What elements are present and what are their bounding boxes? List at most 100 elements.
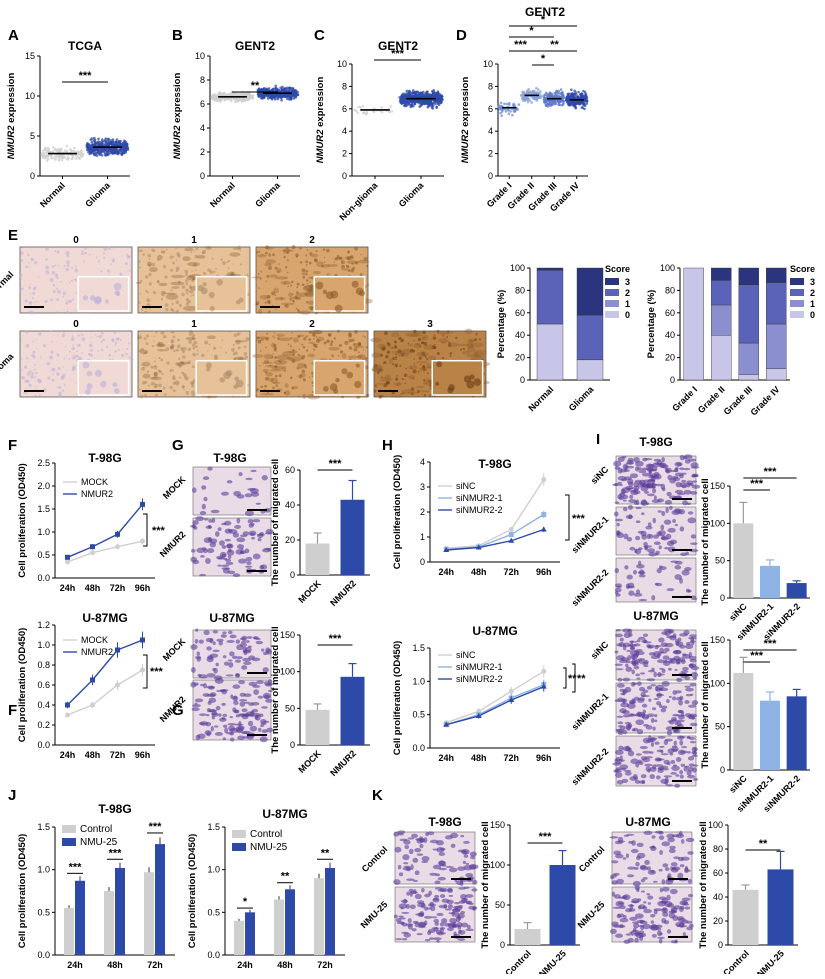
bar — [306, 710, 330, 745]
x-tick-label: 24h — [60, 583, 76, 593]
data-point — [438, 99, 441, 102]
data-point — [562, 103, 565, 106]
data-point — [529, 99, 532, 102]
x-tick-label: 72h — [110, 583, 126, 593]
data-point — [583, 102, 586, 105]
y-tick-label: 60 — [713, 868, 723, 878]
data-point — [274, 85, 277, 88]
y-tick-label: 0 — [290, 740, 295, 750]
data-point — [518, 103, 521, 106]
bar-segment-score-3 — [711, 268, 731, 280]
data-point — [215, 96, 218, 99]
y-tick-label: 50 — [715, 722, 725, 732]
bar — [733, 673, 753, 770]
data-point — [261, 97, 264, 100]
x-tick-label: Glioma — [83, 180, 112, 209]
data-point — [268, 87, 271, 90]
bar-segment-score-2 — [766, 283, 786, 324]
significance-label: *** — [514, 39, 528, 51]
data-point — [47, 158, 50, 161]
ihc-score-label: 3 — [427, 319, 433, 330]
series-line — [68, 541, 143, 562]
y-tick-label: 0 — [720, 593, 725, 603]
x-tick-label: MOCK — [296, 748, 323, 775]
data-point — [274, 87, 277, 90]
legend-swatch — [62, 838, 76, 846]
x-tick-label: 72h — [503, 753, 519, 763]
y-tick-label: 0.0 — [37, 950, 50, 960]
bar — [64, 908, 74, 955]
chart-title: TCGA — [68, 39, 102, 53]
legend-label: Control — [250, 829, 282, 840]
significance-label: *** — [764, 466, 778, 478]
legend-swatch — [790, 289, 804, 296]
y-tick-label: 0.5 — [37, 907, 50, 917]
significance-label: ** — [281, 871, 290, 883]
data-point — [413, 91, 416, 94]
data-point — [94, 154, 97, 157]
y-tick-label: 2 — [200, 147, 205, 157]
data-point — [126, 145, 129, 148]
y-tick-label: 0.5 — [37, 550, 50, 560]
chart-title: T-98G — [478, 457, 511, 471]
legend-label: NMUR2 — [81, 647, 113, 657]
y-tick-label: 0.5 — [207, 907, 220, 917]
y-tick-label: 150 — [710, 635, 725, 645]
row-label-sinmur2-2: siNMUR2-2 — [570, 746, 611, 787]
data-point — [513, 110, 516, 113]
bar — [306, 544, 330, 576]
data-point — [242, 98, 245, 101]
data-point — [521, 90, 524, 93]
legend-title: Score — [790, 264, 815, 274]
data-point — [115, 544, 120, 549]
x-tick-label: siNC — [727, 773, 749, 795]
data-point — [573, 93, 576, 96]
y-tick-label: 0.0 — [412, 743, 425, 753]
x-tick-label: Normal — [38, 180, 67, 209]
y-tick-label: 0 — [342, 171, 347, 181]
row-label-control: Control — [577, 844, 607, 874]
row-label-control: Control — [360, 844, 390, 874]
y-tick-label: 100 — [280, 667, 295, 677]
y-tick-label: 1.2 — [37, 620, 50, 630]
bar — [144, 872, 154, 955]
data-point — [436, 98, 439, 101]
y-tick-label: 2 — [342, 149, 347, 159]
y-tick-label: 2 — [420, 507, 425, 517]
data-point — [273, 95, 276, 98]
x-tick-label: 48h — [471, 753, 487, 763]
significance-label: *** — [750, 650, 764, 662]
legend-label: 3 — [810, 277, 815, 287]
y-tick-label: 0.2 — [37, 720, 50, 730]
significance-label: ** — [759, 838, 768, 850]
y-tick-label: 0.4 — [37, 700, 50, 710]
bar — [245, 912, 255, 955]
data-point — [100, 143, 103, 146]
data-point — [561, 91, 564, 94]
data-point — [109, 141, 112, 144]
migration-image-sinmur2-1 — [614, 505, 698, 557]
y-tick-label: 2.0 — [37, 481, 50, 491]
y-tick-label: 5 — [30, 131, 35, 141]
data-point — [435, 106, 438, 109]
x-tick-label: NMU-25 — [755, 948, 786, 974]
significance-label: ** — [251, 80, 260, 92]
data-point — [541, 527, 547, 532]
data-point — [277, 98, 280, 101]
data-point — [432, 92, 435, 95]
y-tick-label: 100 — [710, 678, 725, 688]
x-tick-label: 96h — [135, 583, 151, 593]
migration-image-sinmur2-2 — [612, 735, 698, 788]
data-point — [73, 147, 76, 150]
bar — [325, 868, 335, 955]
data-point — [509, 689, 514, 694]
x-tick-label: 72h — [110, 750, 126, 760]
data-point — [64, 156, 67, 159]
significance-label: *** — [329, 458, 343, 470]
y-tick-label: 1.0 — [37, 640, 50, 650]
data-point — [42, 149, 45, 152]
bar — [341, 677, 365, 745]
bar-segment-score-0 — [711, 335, 731, 380]
data-point — [124, 143, 127, 146]
